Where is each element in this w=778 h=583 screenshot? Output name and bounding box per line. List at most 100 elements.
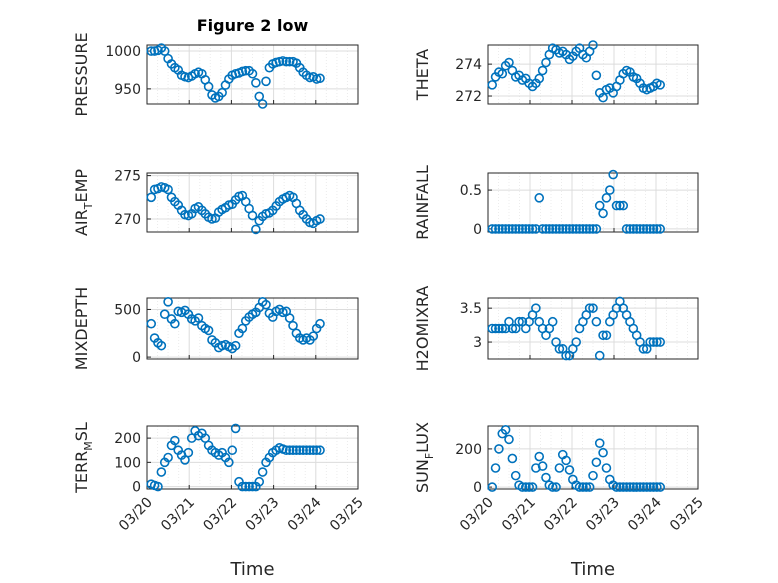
panel-h2omixra: 3 3.5 H2OMIXRA <box>413 286 699 371</box>
data-point <box>615 200 625 211</box>
data-point <box>638 224 649 234</box>
data-point <box>159 46 170 56</box>
y-tick-label: 950 <box>114 82 141 98</box>
data-point <box>224 457 234 468</box>
data-point <box>146 192 157 203</box>
data-point <box>594 438 605 448</box>
data-point <box>257 99 268 109</box>
data-point <box>510 224 521 234</box>
x-tick-label: 03/21 <box>158 495 198 535</box>
data-point <box>531 463 541 473</box>
data-point <box>507 453 518 464</box>
data-point <box>247 210 258 221</box>
x-tick-label: 03/24 <box>625 494 665 534</box>
y-tick-label: 275 <box>114 169 141 185</box>
data-point <box>554 344 565 354</box>
data-point <box>561 224 571 234</box>
data-point <box>251 78 261 88</box>
data-point <box>645 482 655 492</box>
data-point <box>494 444 504 454</box>
data-point <box>611 200 622 211</box>
data-point <box>645 224 655 234</box>
data-point <box>591 316 602 327</box>
y-tick-label: 270 <box>114 212 141 228</box>
data-point <box>500 425 511 435</box>
data-point <box>631 482 642 492</box>
data-point <box>251 224 261 235</box>
data-point <box>305 445 315 456</box>
data-point <box>564 224 575 234</box>
y-tick-label: 0 <box>473 222 482 238</box>
data-points <box>146 423 325 492</box>
data-point <box>591 224 602 234</box>
data-points <box>487 296 666 361</box>
x-tick-label: 03/23 <box>583 495 623 535</box>
data-point <box>531 224 541 234</box>
data-point <box>618 200 629 211</box>
data-point <box>203 81 214 92</box>
data-point <box>520 224 531 234</box>
data-point <box>284 313 295 323</box>
data-point <box>604 185 615 195</box>
data-point <box>598 330 608 341</box>
axes-box <box>146 297 359 360</box>
data-point <box>315 318 325 329</box>
y-tick-label: 200 <box>114 431 141 447</box>
data-point <box>254 476 265 487</box>
data-point <box>254 91 265 102</box>
data-point <box>561 455 571 466</box>
data-point <box>494 323 504 334</box>
data-point <box>170 318 180 329</box>
data-point <box>284 445 295 456</box>
data-point <box>315 73 325 84</box>
data-point <box>648 337 659 347</box>
y-axis-label: THETA <box>413 49 432 101</box>
data-point <box>648 482 659 492</box>
data-point <box>308 445 319 456</box>
data-point <box>584 482 595 492</box>
y-axis-label: SUNFLUX <box>413 422 436 493</box>
data-point <box>315 445 325 456</box>
data-point <box>591 457 602 468</box>
y-tick-label: 274 <box>455 57 482 73</box>
data-point <box>625 224 635 234</box>
panel-terr-msl: 0 100 200 TERRMSL 03/20 03/21 03/22 03/23 03/24 0… <box>72 422 367 580</box>
x-axis-label: Time <box>570 559 615 580</box>
data-point <box>547 316 558 327</box>
data-point <box>598 92 608 103</box>
y-tick-label: 3.5 <box>460 301 482 317</box>
data-point <box>284 56 295 67</box>
x-tick-label: 03/20 <box>457 495 497 535</box>
data-point <box>537 224 548 234</box>
data-point <box>547 224 558 234</box>
y-tick-label: 100 <box>114 455 141 471</box>
x-tick-label: 03/25 <box>667 495 707 535</box>
data-point <box>281 445 292 456</box>
data-point <box>571 224 582 234</box>
data-point <box>159 309 170 320</box>
data-point <box>288 320 298 331</box>
data-point <box>230 340 241 351</box>
data-point <box>163 297 173 307</box>
data-point <box>514 316 524 327</box>
data-point <box>497 224 508 234</box>
x-tick-label: 03/25 <box>327 495 367 535</box>
data-point <box>537 65 548 76</box>
data-point <box>146 46 157 56</box>
data-point <box>237 481 248 492</box>
data-point <box>635 482 645 492</box>
data-point <box>571 337 582 347</box>
data-point <box>490 323 501 334</box>
data-point <box>240 481 251 492</box>
x-tick-label: 03/21 <box>499 495 539 535</box>
data-point <box>557 224 568 234</box>
data-point <box>652 337 662 347</box>
data-point <box>514 224 524 234</box>
data-point <box>641 224 652 234</box>
data-point <box>628 482 639 492</box>
data-point <box>517 482 528 492</box>
data-point <box>281 56 292 67</box>
data-point <box>611 482 622 492</box>
x-tick-label: 03/20 <box>116 495 156 535</box>
